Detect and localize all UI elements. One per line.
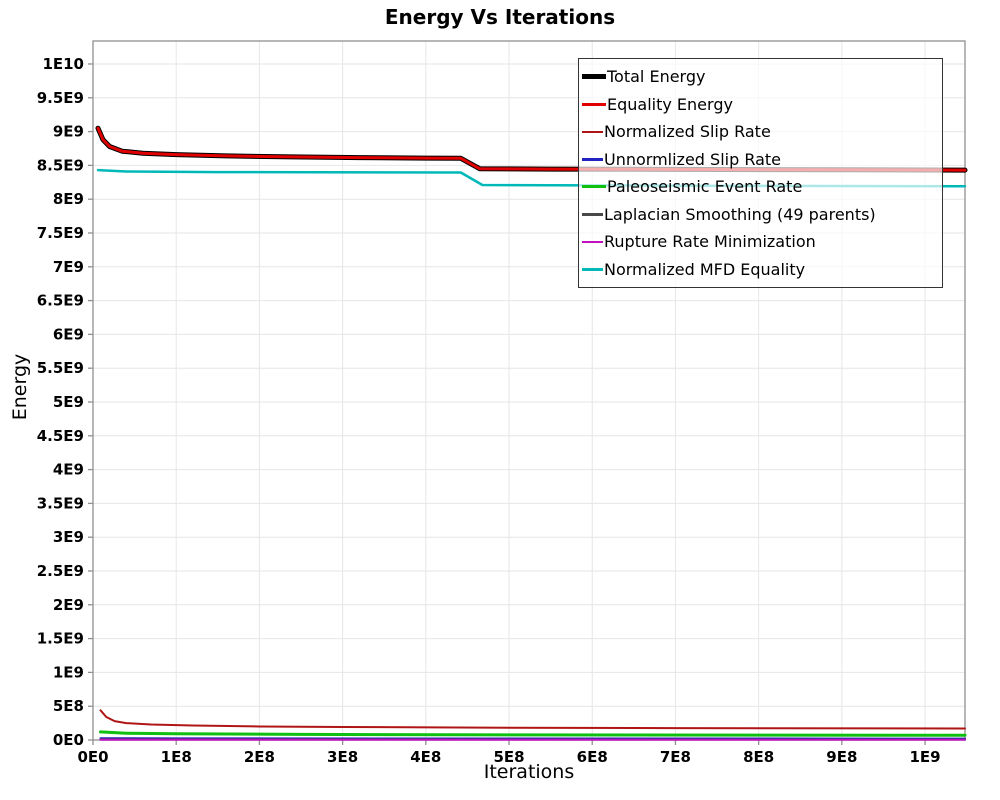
legend-item: Paleoseismic Event Rate — [582, 173, 940, 201]
x-tick-label: 5E8 — [493, 748, 524, 766]
y-tick-label: 9.5E9 — [37, 89, 84, 107]
y-tick-label: 9E9 — [53, 123, 84, 141]
legend-item: Normalized MFD Equality — [582, 256, 940, 284]
y-tick-label: 7.5E9 — [37, 224, 84, 242]
legend-swatch — [582, 74, 606, 80]
legend-label: Normalized MFD Equality — [604, 259, 806, 279]
legend-item: Rupture Rate Minimization — [582, 228, 940, 256]
legend-label: Laplacian Smoothing (49 parents) — [604, 204, 876, 224]
legend-swatch — [582, 240, 603, 243]
y-tick-label: 5E8 — [53, 697, 84, 715]
x-tick-label: 0E0 — [77, 748, 108, 766]
x-tick-label: 9E8 — [826, 748, 857, 766]
x-tick-label: 1E8 — [161, 748, 192, 766]
legend-item: Laplacian Smoothing (49 parents) — [582, 201, 940, 229]
x-axis-title: Iterations — [483, 761, 575, 783]
y-tick-label: 2.5E9 — [37, 562, 84, 580]
y-tick-label: 1.5E9 — [37, 630, 84, 648]
y-tick-label: 6.5E9 — [37, 292, 84, 310]
y-tick-label: 3.5E9 — [37, 494, 84, 512]
y-tick-label: 6E9 — [53, 325, 84, 343]
x-tick-label: 4E8 — [410, 748, 441, 766]
legend-swatch — [582, 213, 603, 216]
y-tick-label: 5.5E9 — [37, 359, 84, 377]
y-tick-label: 4E9 — [53, 461, 84, 479]
y-tick-label: 5E9 — [53, 393, 84, 411]
legend-swatch — [582, 102, 606, 106]
legend-label: Rupture Rate Minimization — [604, 232, 816, 252]
y-axis-title: Energy — [9, 353, 31, 421]
y-tick-label: 2E9 — [53, 596, 84, 614]
series-line — [99, 709, 966, 730]
y-tick-label: 0E0 — [53, 731, 84, 749]
legend-label: Total Energy — [607, 67, 706, 87]
legend-label: Normalized Slip Rate — [604, 122, 771, 142]
legend: Total Energy Equality Energy Normalized Sl… — [578, 58, 943, 288]
legend-swatch — [582, 130, 603, 133]
y-tick-label: 8.5E9 — [37, 156, 84, 174]
y-tick-label: 7E9 — [53, 258, 84, 276]
legend-swatch — [582, 268, 603, 271]
x-tick-label: 3E8 — [327, 748, 358, 766]
y-tick-label: 1E9 — [53, 663, 84, 681]
legend-label: Unnormlized Slip Rate — [604, 149, 782, 169]
legend-item: Total Energy — [582, 63, 940, 91]
legend-label: Paleoseismic Event Rate — [607, 177, 803, 197]
x-tick-label: 1E9 — [909, 748, 940, 766]
chart-title: Energy Vs Iterations — [384, 5, 616, 29]
x-tick-label: 6E8 — [577, 748, 608, 766]
y-tick-label: 1E10 — [42, 55, 84, 73]
x-tick-label: 2E8 — [244, 748, 275, 766]
legend-item: Equality Energy — [582, 91, 940, 119]
legend-label: Equality Energy — [607, 94, 733, 114]
x-tick-label: 8E8 — [743, 748, 774, 766]
series-line — [99, 730, 967, 737]
y-tick-label: 3E9 — [53, 528, 84, 546]
legend-item: Unnormlized Slip Rate — [582, 146, 940, 174]
legend-swatch — [582, 158, 603, 161]
y-tick-label: 8E9 — [53, 190, 84, 208]
legend-item: Normalized Slip Rate — [582, 118, 940, 146]
x-tick-label: 7E8 — [660, 748, 691, 766]
y-tick-label: 4.5E9 — [37, 427, 84, 445]
legend-swatch — [582, 185, 606, 189]
